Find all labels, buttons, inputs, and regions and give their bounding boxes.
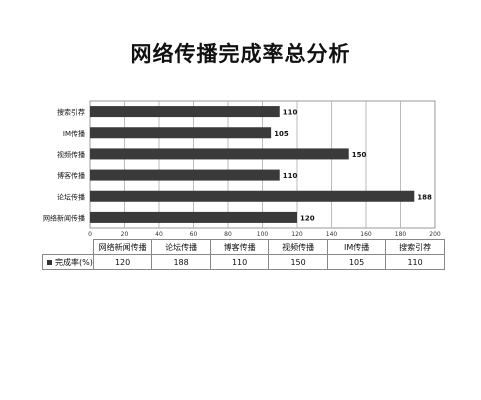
category-label: 论坛传播 <box>57 192 85 201</box>
x-tick-label: 100 <box>257 231 269 238</box>
table-cell: 150 <box>268 254 328 270</box>
table-cell: 110 <box>209 254 270 270</box>
x-tick-label: 80 <box>224 231 232 238</box>
bar <box>90 106 280 118</box>
data-label: 120 <box>300 214 315 222</box>
blank-cell <box>43 240 94 255</box>
x-tick-label: 200 <box>429 231 441 238</box>
column-header: 论坛传播 <box>151 239 211 255</box>
table-cell: 188 <box>151 254 211 270</box>
category-label: 视频传播 <box>57 150 85 159</box>
x-tick-labels: 0 20 40 60 80 100 120 140 160 180 200 <box>88 231 441 238</box>
chart-title: 网络传播完成率总分析 <box>130 42 351 66</box>
x-tick-label: 120 <box>291 231 303 238</box>
bar <box>90 148 349 160</box>
x-tick-label: 180 <box>395 231 407 238</box>
x-tick-label: 40 <box>155 231 163 238</box>
x-tick-label: 140 <box>326 231 338 238</box>
bar <box>90 127 272 139</box>
category-label: IM传播 <box>63 129 85 138</box>
column-header: 博客传播 <box>209 239 270 255</box>
gridlines <box>124 101 401 228</box>
bars <box>90 106 415 223</box>
category-label: 搜索引荐 <box>57 108 85 117</box>
legend-square-icon <box>47 259 52 265</box>
data-table: 网络新闻传播 论坛传播 博客传播 视频传播 IM传播 搜索引荐 完成率(%) 120 188 1… <box>42 239 445 270</box>
table-header-row: 网络新闻传播 论坛传播 博客传播 视频传播 IM传播 搜索引荐 <box>43 239 445 255</box>
table-cell: 105 <box>326 254 387 270</box>
data-labels: 110 105 150 110 188 120 <box>274 109 432 223</box>
bar <box>90 169 280 181</box>
table-row: 完成率(%) 120 188 110 150 105 110 <box>42 254 445 270</box>
data-label: 110 <box>283 172 298 180</box>
column-header: IM传播 <box>326 239 387 255</box>
x-tick-label: 60 <box>190 231 198 238</box>
bar <box>90 190 415 202</box>
x-tick-label: 160 <box>360 231 372 238</box>
x-tick-label: 20 <box>121 231 129 238</box>
table-cell: 110 <box>385 254 445 270</box>
row-label-text: 完成率(%) <box>55 257 93 267</box>
data-label: 188 <box>417 193 432 201</box>
x-tick-label: 0 <box>88 231 92 238</box>
column-header: 网络新闻传播 <box>92 239 153 255</box>
column-header: 视频传播 <box>268 239 328 255</box>
category-label: 网络新闻传播 <box>43 213 85 222</box>
table-cell: 120 <box>92 254 153 270</box>
data-label: 150 <box>352 151 367 159</box>
data-label: 110 <box>283 109 298 117</box>
column-header: 搜索引荐 <box>385 239 445 255</box>
row-label: 完成率(%) <box>42 254 94 270</box>
data-label: 105 <box>274 130 289 138</box>
bar <box>90 211 297 223</box>
category-label: 博客传播 <box>57 171 85 180</box>
reflection-fade <box>0 290 481 400</box>
